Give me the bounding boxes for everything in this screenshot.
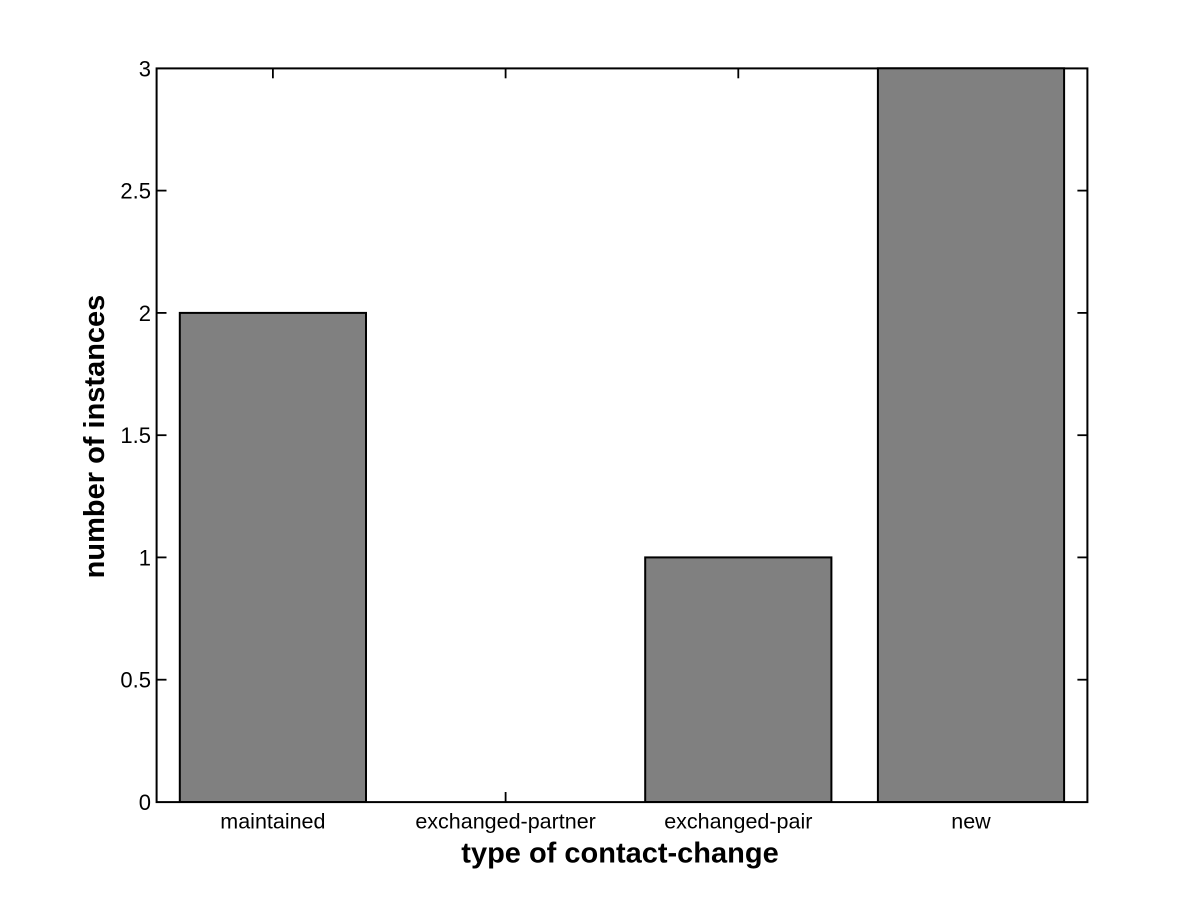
svg-text:2: 2 [139,301,151,326]
svg-text:1.5: 1.5 [120,423,151,448]
svg-text:3: 3 [139,56,151,81]
svg-text:0: 0 [139,790,151,815]
svg-text:exchanged-partner: exchanged-partner [415,810,595,834]
svg-text:maintained: maintained [220,810,325,834]
svg-text:new: new [951,810,991,834]
svg-text:type of contact-change: type of contact-change [461,837,778,869]
svg-text:2.5: 2.5 [120,179,151,204]
svg-text:1: 1 [139,545,151,570]
svg-text:number of instances: number of instances [79,295,111,579]
svg-text:exchanged-pair: exchanged-pair [664,810,812,834]
svg-text:0.5: 0.5 [120,668,151,693]
